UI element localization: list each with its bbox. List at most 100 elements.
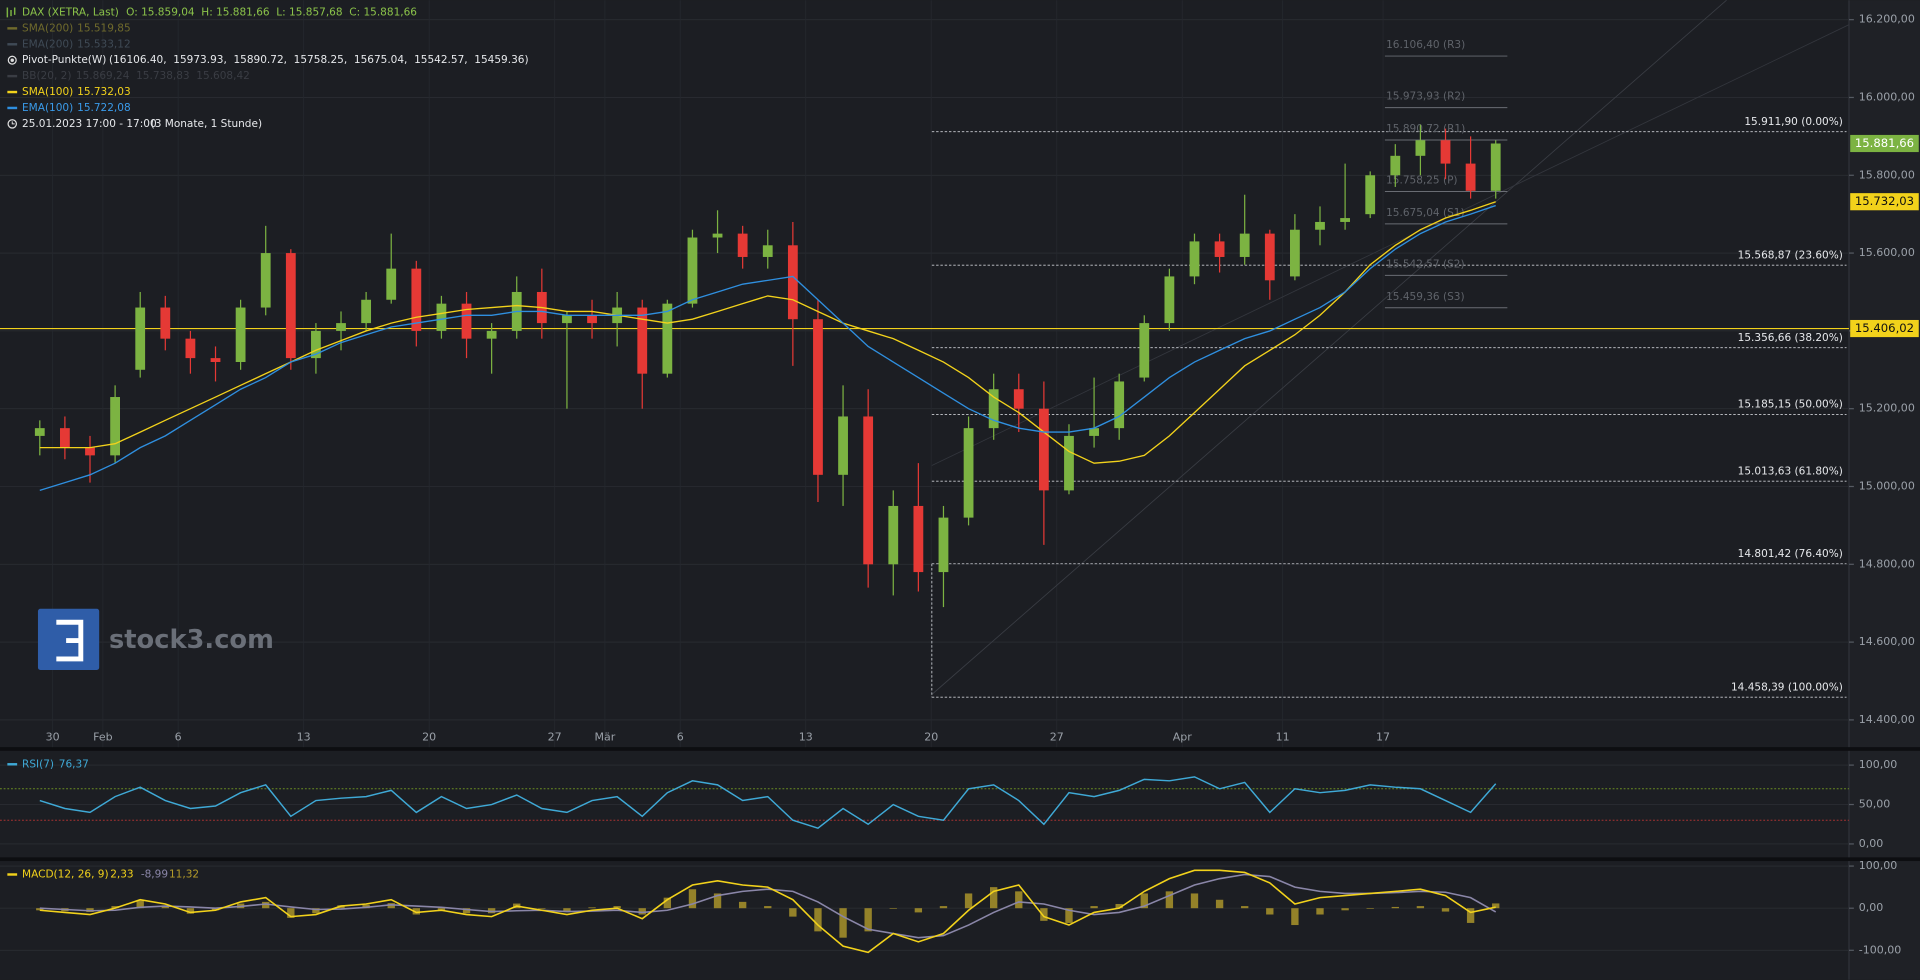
moving-average [39,201,1496,464]
candle-body [888,505,899,565]
candle-body [637,307,648,374]
histogram-bar [186,908,195,914]
histogram-bar [914,908,923,913]
macd-title: MACD(12, 26, 9) [22,868,109,880]
candle-body [1239,233,1250,257]
histogram-bar [312,908,320,914]
clock-icon [11,121,15,125]
candle-body [1290,229,1300,277]
histogram-bar [1291,908,1299,926]
histogram-bar [638,908,646,915]
histogram-bar [1040,908,1048,921]
legend-name: SMA(200) [22,22,73,34]
x-tick-label: Feb [93,730,113,743]
legend-value: 15.869,24 15.738,83 15.608,42 [76,70,250,82]
fib-label: 15.356,66 (38.20%) [1738,332,1843,344]
fib-label: 14.801,42 (76.40%) [1738,548,1843,560]
histogram-bar [990,887,998,909]
candle-body [988,389,999,429]
candle-body [1114,381,1125,429]
x-tick-label: 27 [1050,730,1064,743]
legend-name: EMA(100) [22,102,73,114]
histogram-bar [487,908,496,914]
candle-body [260,253,271,308]
candle-body [235,307,246,363]
x-tick-label: Apr [1173,730,1193,743]
legend-icon [7,55,17,65]
histogram-bar [1241,906,1249,909]
histogram-bar [1190,893,1199,909]
candle-body [60,428,70,448]
moving-average [39,204,1496,492]
legend-value: 15.519,85 [77,22,131,34]
candle-body [1064,435,1074,491]
y-tick-label: 14.400,00 [1859,713,1915,726]
histogram-bar [1391,906,1399,909]
candle-body [1340,218,1350,222]
candle-body [1390,155,1401,176]
pivot-label: 15.675,04 (S1) [1386,207,1464,219]
histogram-bar [814,908,822,932]
histogram-bar [538,908,546,909]
candle-body [938,517,949,573]
rsi-value: 76,37 [59,758,89,770]
candle-body [1264,233,1275,281]
candle-body [1415,140,1426,156]
candle-body [34,428,45,436]
candle-body [461,303,472,339]
x-tick-label: 13 [799,730,813,743]
watermark-text: stock3.com [109,625,274,655]
x-tick-label: 13 [297,730,311,743]
legend-name: BB(20, 2) [22,70,71,82]
histogram-bar [111,906,119,909]
candle-body [1365,175,1376,215]
pivot-label: 15.758,25 (P) [1386,174,1457,186]
histogram-bar [1090,906,1098,909]
candle-body [1214,241,1225,257]
y-tick-label: 100,00 [1859,758,1898,771]
candle-body [762,245,773,257]
panel-separator [0,857,1920,862]
legend: DAX (XETRA, Last) O: 15.859,04 H: 15.881… [6,6,529,130]
candle-body [712,233,723,238]
histogram-bar [864,908,872,932]
candle-body [913,505,924,573]
legend-value: (16106.40, 15973.93, 15890.72, 15758.25,… [109,54,529,66]
trend-line [931,24,1850,466]
price-tag [1850,319,1919,338]
signal-value: -8,99 [141,868,168,880]
histogram-bar [613,906,621,909]
fib-label: 15.013,63 (61.80%) [1738,465,1843,477]
candle-body [1164,276,1175,324]
legend-icon [6,7,16,18]
y-tick-label: -100,00 [1859,943,1902,956]
y-tick-label: 15.200,00 [1859,402,1915,415]
logo-mark [56,619,84,662]
candle-body [1013,389,1024,409]
x-tick-label: 20 [924,730,938,743]
candle-body [185,338,196,359]
histogram-bar [161,906,169,909]
histogram-bar [839,908,847,938]
legend-value: 15.732,03 [77,86,131,98]
candle-body [1038,408,1049,491]
pivot-label: 15.542,57 (S2) [1386,258,1464,270]
y-tick-label: 16.200,00 [1859,13,1915,26]
candle-body [1139,323,1150,378]
macd-line [39,869,1496,954]
clock-icon [7,119,18,129]
histogram-bar [1266,908,1274,915]
rsi-title: RSI(7) [22,758,54,770]
candle-body [587,315,597,324]
candle-body [1315,221,1325,230]
legend-name: SMA(100) [22,86,73,98]
candle-body [311,330,321,359]
pivot-label: 15.973,93 (R2) [1386,91,1465,103]
candle-body [486,330,497,339]
candle-body [411,268,422,331]
y-tick-label: 14.800,00 [1859,557,1915,570]
histogram-bar [764,906,772,909]
y-tick-label: 0,00 [1859,837,1884,850]
